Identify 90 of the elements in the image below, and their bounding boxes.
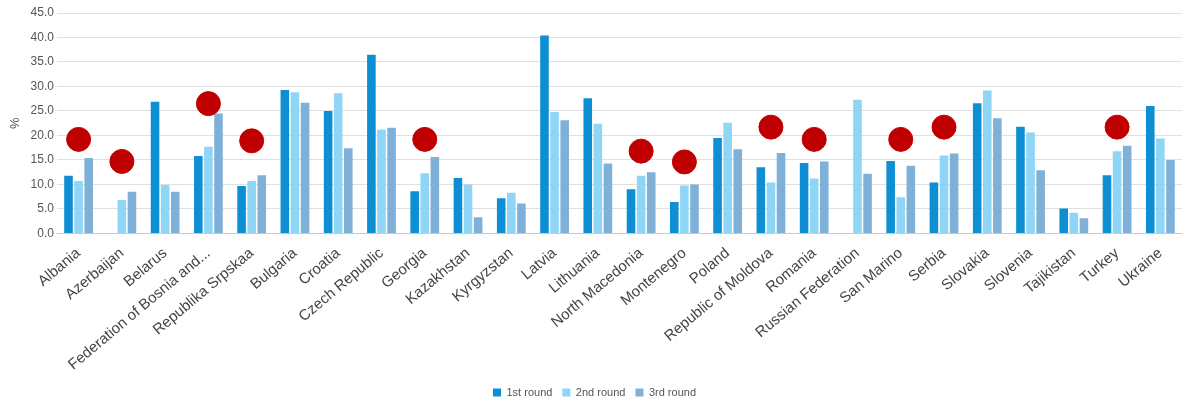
bar: [257, 175, 267, 233]
bar: [507, 192, 516, 233]
bar: [420, 173, 430, 233]
bar: [1122, 145, 1132, 233]
bar: [237, 185, 246, 233]
bar: [560, 120, 569, 233]
bar: [84, 158, 93, 233]
bar: [1156, 138, 1165, 233]
bar: [117, 200, 127, 233]
bar: [949, 153, 959, 233]
bar: [1102, 175, 1112, 233]
bar: [550, 111, 559, 233]
bar: [323, 110, 333, 233]
legend-label: 1st round: [506, 385, 553, 398]
bar: [74, 181, 83, 233]
bar: [290, 92, 300, 233]
bar: [160, 184, 170, 233]
bar: [204, 146, 213, 233]
bar: [1166, 159, 1175, 233]
bar: [820, 161, 829, 233]
bar: [1069, 212, 1079, 233]
bar: [367, 54, 376, 233]
bar: [1036, 170, 1045, 233]
bar: [430, 157, 440, 233]
bar: [733, 149, 743, 233]
bar: [214, 113, 223, 233]
bar: [906, 165, 916, 233]
bar: [540, 35, 549, 233]
bar: [799, 162, 809, 233]
bar: [723, 122, 732, 233]
bar: [410, 191, 419, 233]
bar: [670, 202, 679, 233]
y-tick-label: 20.0: [30, 127, 55, 142]
bar: [593, 123, 603, 233]
bar: [280, 89, 290, 233]
bar: [170, 191, 180, 233]
bar: [473, 217, 483, 233]
y-tick-label: 30.0: [30, 78, 55, 93]
bar: [127, 191, 137, 233]
bar: [993, 118, 1002, 233]
y-tick-label: 0.0: [37, 225, 55, 240]
bar: [809, 178, 819, 233]
bar: [150, 101, 160, 233]
bar: [496, 198, 506, 233]
bar: [1059, 208, 1069, 233]
y-tick-label: 10.0: [30, 176, 55, 191]
bar: [853, 99, 862, 233]
bar: [776, 153, 786, 233]
bar: [194, 156, 203, 233]
y-tick-label: 35.0: [30, 54, 55, 69]
bar: [972, 103, 982, 233]
bar: [453, 178, 463, 233]
y-axis-title: %: [7, 117, 23, 129]
bar: [1026, 132, 1035, 233]
bar: [896, 197, 906, 233]
y-tick-label: 5.0: [37, 201, 55, 216]
y-tick-label: 45.0: [30, 5, 55, 20]
bar: [1112, 151, 1122, 233]
y-tick-label: 25.0: [30, 103, 55, 118]
bar: [886, 160, 895, 233]
bar: [1145, 106, 1155, 233]
bar: [766, 182, 776, 233]
bar: [64, 175, 73, 233]
bar: [583, 98, 593, 233]
bar: [646, 172, 656, 233]
bar: [463, 184, 473, 233]
bar: [387, 127, 396, 233]
bar: [713, 137, 722, 233]
bar: [863, 173, 872, 233]
bar: [939, 155, 949, 233]
bar: [636, 175, 646, 233]
y-tick-label: 15.0: [30, 152, 55, 167]
legend-label: 2nd round: [575, 385, 626, 398]
bar: [929, 182, 939, 233]
bar: [756, 167, 766, 233]
bar: [1016, 126, 1025, 233]
legend-label: 3rd round: [648, 385, 696, 398]
bar: [333, 93, 343, 233]
bar: [377, 129, 386, 233]
bar: [300, 102, 310, 233]
bar: [517, 203, 526, 233]
bar: [1079, 218, 1089, 233]
bar: [680, 185, 689, 233]
bar: [603, 163, 613, 233]
bar: [690, 184, 699, 233]
bar: [982, 90, 992, 233]
y-tick-label: 40.0: [30, 29, 55, 44]
bar: [626, 189, 636, 233]
bar: [344, 148, 353, 233]
bar: [247, 181, 256, 233]
